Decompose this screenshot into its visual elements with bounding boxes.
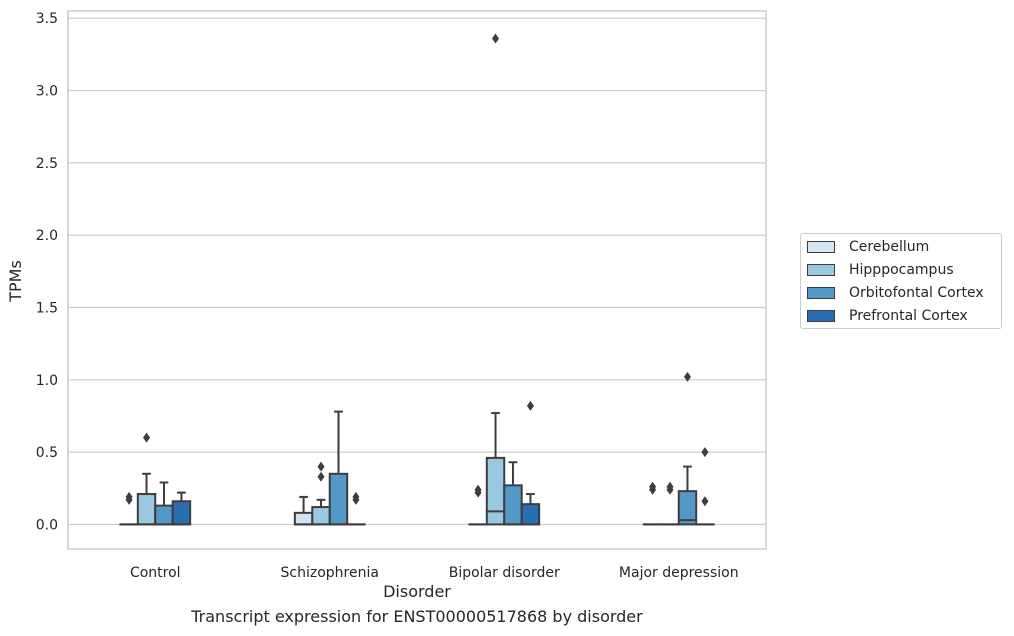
- x-tick-label: Control: [130, 565, 181, 581]
- box-prefrontal-cortex-0: [171, 491, 192, 526]
- box-orbitofontal-cortex-1: [328, 410, 349, 526]
- box-orbitofontal-cortex-2: [503, 461, 523, 526]
- legend-swatch: [807, 241, 835, 253]
- box-cerebellum-3: [642, 481, 663, 526]
- box-hipppocampus-0: [136, 432, 157, 526]
- box-body: [171, 500, 192, 526]
- box-prefrontal-cortex-3: [695, 447, 715, 526]
- legend-label: Orbitofontal Cortex: [849, 285, 984, 301]
- y-tick-label: 2.0: [36, 228, 58, 244]
- x-tick-label: Major depression: [619, 565, 739, 581]
- box-orbitofontal-cortex-3: [677, 371, 698, 526]
- box-hipppocampus-3: [660, 481, 680, 526]
- figure-caption: Transcript expression for ENST0000051786…: [191, 607, 643, 626]
- y-tick-label: 0.5: [36, 445, 58, 461]
- box-plots: [119, 33, 715, 526]
- legend-item: Prefrontal Cortex: [807, 306, 968, 326]
- y-axis-label: TPMs: [6, 260, 25, 303]
- outlier-point: [125, 491, 133, 502]
- box-cerebellum-0: [119, 491, 139, 526]
- box-body: [311, 506, 331, 526]
- box-body: [485, 456, 506, 526]
- x-tick-label: Bipolar disorder: [449, 565, 560, 581]
- x-tick-label: Schizophrenia: [281, 565, 379, 581]
- y-tick-label: 1.5: [36, 300, 58, 316]
- y-tick-label: 2.5: [36, 156, 58, 172]
- x-axis-label: Disorder: [383, 582, 451, 601]
- box-body: [503, 484, 523, 526]
- outlier-point: [526, 400, 534, 411]
- legend-label: Cerebellum: [849, 239, 930, 255]
- gridlines: [68, 17, 766, 526]
- box-cerebellum-1: [293, 495, 314, 526]
- outlier-point: [352, 491, 360, 502]
- x-axis-ticks: Control Schizophrenia Bipolar disorder Majo…: [130, 565, 739, 581]
- box-body: [520, 503, 541, 526]
- legend-label: Prefrontal Cortex: [849, 308, 968, 324]
- box-prefrontal-cortex-2: [520, 400, 541, 526]
- outlier-point: [143, 432, 151, 443]
- legend-item: Hipppocampus: [807, 260, 954, 280]
- box-body: [293, 511, 314, 526]
- outlier-point: [701, 447, 709, 458]
- y-axis-ticks: 0.0 0.5 1.0 1.5 2.0 2.5 3.0 3.5: [36, 11, 58, 533]
- outlier-point: [317, 471, 325, 482]
- outlier-point: [474, 484, 482, 495]
- y-tick-label: 3.0: [36, 84, 58, 100]
- outlier-point: [666, 481, 674, 492]
- box-orbitofontal-cortex-0: [154, 481, 174, 526]
- box-body: [154, 504, 174, 526]
- legend-item: Cerebellum: [807, 237, 929, 257]
- legend-swatch: [807, 310, 835, 322]
- legend-label: Hipppocampus: [849, 262, 954, 278]
- outlier-point: [683, 371, 691, 382]
- outlier-point: [492, 33, 500, 44]
- box-body: [328, 472, 349, 526]
- legend-swatch: [807, 264, 835, 276]
- box-cerebellum-2: [468, 484, 488, 526]
- outlier-point: [649, 481, 657, 492]
- plot-frame: [67, 10, 767, 550]
- outlier-point: [317, 461, 325, 472]
- y-tick-label: 3.5: [36, 11, 58, 27]
- box-body: [136, 493, 157, 526]
- y-tick-label: 0.0: [36, 517, 58, 533]
- legend-swatch: [807, 287, 835, 299]
- box-hipppocampus-1: [311, 461, 331, 526]
- box-prefrontal-cortex-1: [346, 491, 366, 526]
- legend: Cerebellum Hipppocampus Orbitofontal Corte…: [800, 233, 1002, 329]
- box-body: [677, 490, 698, 526]
- y-tick-label: 1.0: [36, 373, 58, 389]
- outlier-point: [701, 496, 709, 507]
- box-hipppocampus-2: [485, 33, 506, 526]
- legend-item: Orbitofontal Cortex: [807, 283, 984, 303]
